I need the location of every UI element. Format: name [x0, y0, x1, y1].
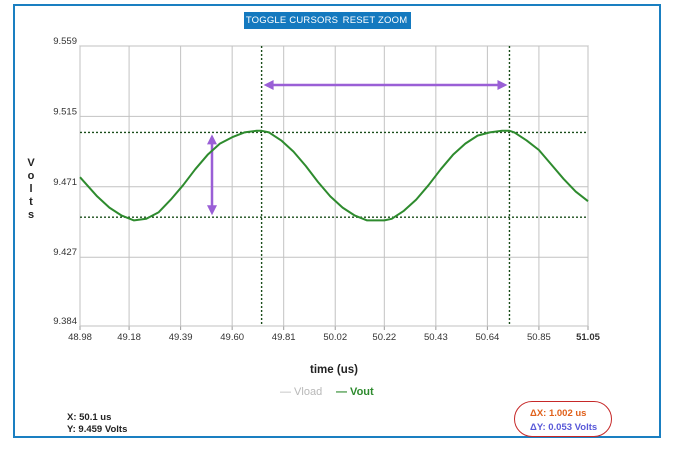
x-tick-labels: 48.98 49.18 49.39 49.60 49.81 50.02 50.22 50.43…: [68, 332, 600, 343]
y-tick-label: 9.384: [53, 316, 77, 327]
delta-readout-box: ΔX: 1.002 us ΔY: 0.053 Volts: [514, 401, 612, 437]
delta-y-arrow-head-bottom: [207, 205, 217, 216]
x-tick-label: 51.05: [576, 332, 600, 343]
y-tick-label: 9.515: [53, 106, 77, 117]
y-axis-label: Volts: [27, 157, 35, 221]
x-axis-label: time (us): [310, 364, 358, 376]
toggle-cursors-button[interactable]: TOGGLE CURSORS: [244, 12, 340, 29]
y-axis-label-letter: o: [28, 170, 35, 182]
x-tick-label: 50.85: [527, 332, 551, 343]
y-axis-label-letter: l: [29, 183, 32, 195]
x-tick-label: 50.43: [424, 332, 448, 343]
cursor-x-readout: X: 50.1 us: [67, 412, 112, 423]
x-tick-label: 49.60: [220, 332, 244, 343]
x-tick-label: 50.22: [372, 332, 396, 343]
cursor-overlay: [80, 46, 588, 326]
y-axis-label-letter: V: [27, 157, 35, 169]
x-tick-label: 49.18: [117, 332, 141, 343]
series-line-vout: [79, 129, 589, 222]
y-tick-labels: 9.384 9.427 9.471 9.515 9.559: [53, 36, 77, 327]
y-axis-label-letter: t: [29, 196, 33, 208]
delta-y-arrow-head-top: [207, 134, 217, 145]
series-layer: [79, 129, 589, 222]
legend-vout[interactable]: — Vout: [336, 386, 374, 398]
delta-x-arrow-head-right: [497, 80, 508, 90]
cursor-y-readout: Y: 9.459 Volts: [67, 424, 128, 435]
y-axis-label-letter: s: [28, 209, 34, 221]
grid: [79, 45, 589, 330]
delta-x-arrow-head-left: [263, 80, 274, 90]
delta-y-readout: ΔY: 0.053 Volts: [530, 422, 598, 433]
y-tick-label: 9.427: [53, 247, 77, 258]
y-tick-label: 9.471: [53, 177, 77, 188]
x-tick-label: 49.81: [272, 332, 296, 343]
x-tick-label: 49.39: [169, 332, 193, 343]
x-tick-label: 50.02: [323, 332, 347, 343]
legend-vload[interactable]: — Vload: [280, 386, 323, 398]
delta-x-readout: ΔX: 1.002 us: [530, 408, 587, 419]
y-tick-label: 9.559: [53, 36, 77, 47]
x-tick-label: 48.98: [68, 332, 92, 343]
x-tick-label: 50.64: [475, 332, 499, 343]
plot-area: [79, 45, 589, 327]
reset-zoom-button[interactable]: RESET ZOOM: [339, 12, 411, 29]
